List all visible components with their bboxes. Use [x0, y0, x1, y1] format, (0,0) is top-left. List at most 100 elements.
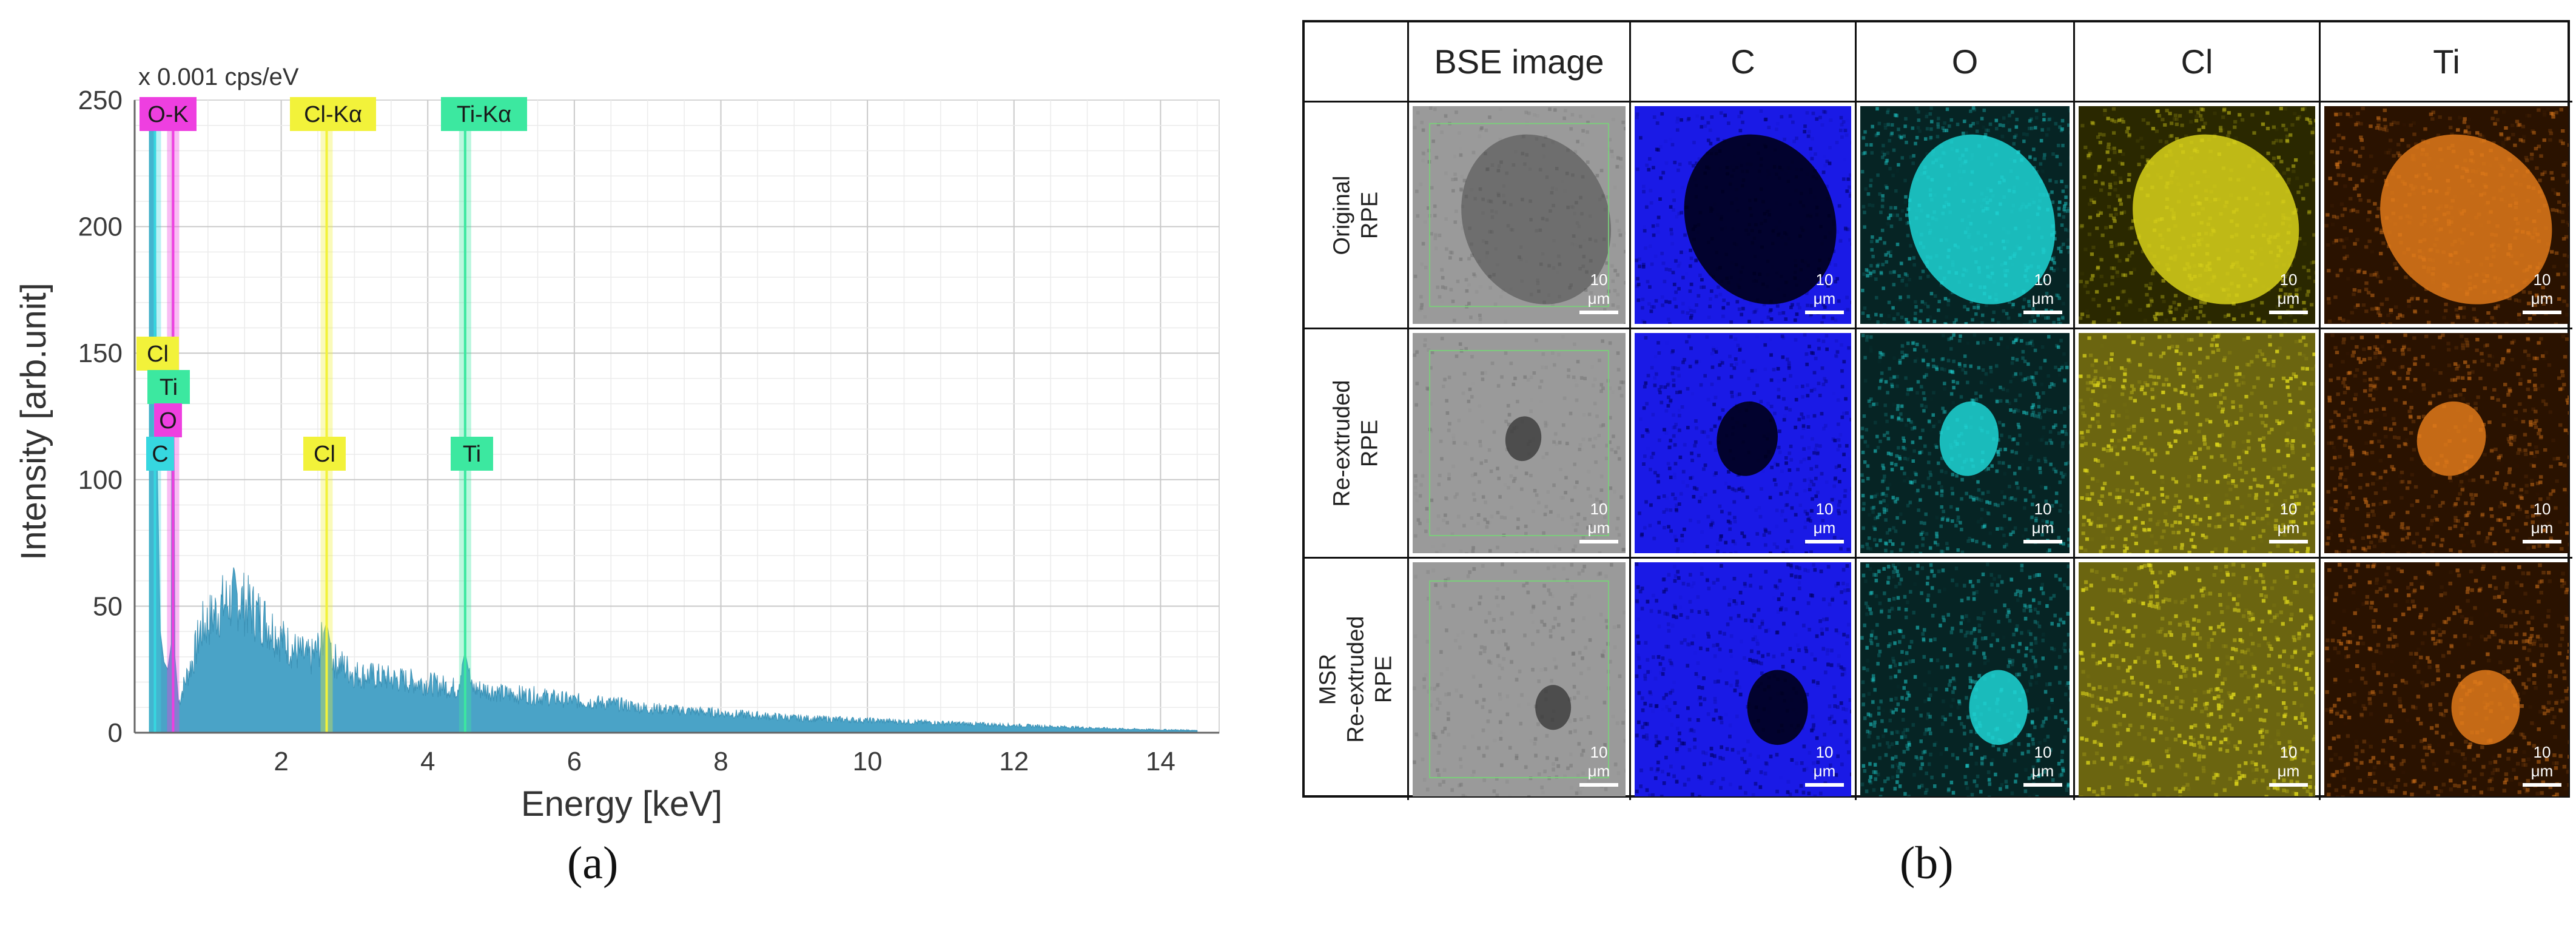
scale-bar-label: 10 μm	[1813, 500, 1836, 537]
scale-bar-line	[2523, 311, 2561, 314]
element-map-image	[1635, 562, 1851, 796]
element-tag-Ti-Kα: Ti-Kα	[441, 97, 527, 131]
scale-bar-label: 10 μm	[2531, 500, 2554, 537]
scale-bar-line	[2269, 540, 2308, 543]
scale-bar-line	[2023, 783, 2062, 787]
peak-markers	[149, 100, 471, 733]
bse-image	[1413, 333, 1626, 553]
scale-bar: 10 μm	[1579, 743, 1618, 787]
x-tick-label: 8	[713, 747, 728, 776]
x-tick-label: 12	[999, 747, 1029, 776]
column-header-cl: Cl	[2075, 22, 2321, 103]
chart-axes: 2 4 6 8 10 12 14 0 50 100 150 200 250	[78, 86, 1219, 776]
tag-background	[303, 437, 346, 471]
scale-bar-line	[2523, 540, 2561, 543]
scale-bar-line	[1579, 311, 1618, 314]
scale-bar-label: 10 μm	[2277, 743, 2300, 780]
element-map-image	[2079, 333, 2315, 553]
tag-label: Cl	[147, 341, 169, 367]
element-map-image	[2079, 106, 2315, 324]
tag-label: Ti	[160, 375, 178, 400]
scale-bar-line	[1579, 783, 1618, 787]
tag-background	[140, 97, 197, 131]
eds-spectrum-chart: 2 4 6 8 10 12 14 0 50 100 150 200 250 O-K Cl-Kα Ti-Kα C…	[14, 64, 1220, 824]
row-label-line: MSR	[1315, 653, 1341, 705]
scale-bar-label: 10 μm	[2031, 271, 2054, 308]
y-axis-title: Intensity [arb.unit]	[14, 283, 53, 560]
scale-bar-label: 10 μm	[1587, 743, 1610, 780]
corner-cell	[1305, 22, 1409, 103]
element-tag-Cl: Cl	[136, 337, 179, 371]
row-label-line: Re-extruded	[1329, 379, 1355, 507]
panel-b-caption: (b)	[1900, 838, 1954, 889]
scale-bar-label: 10 μm	[1813, 271, 1836, 308]
bse-image	[1413, 562, 1626, 796]
bse-image	[1413, 106, 1626, 324]
row-label-line: Re-extruded	[1343, 616, 1369, 743]
scale-bar: 10 μm	[1805, 271, 1844, 314]
row-label-text: MSR Re-extruded RPE	[1314, 616, 1398, 742]
tag-label: Ti	[463, 442, 481, 467]
scale-bar-label: 10 μm	[2531, 743, 2554, 780]
y-tick-label: 50	[93, 591, 123, 621]
scale-bar-label: 10 μm	[2277, 271, 2300, 308]
tag-background	[146, 437, 174, 471]
scale-bar-line	[2269, 783, 2308, 787]
scale-bar-line	[1805, 311, 1844, 314]
map-c-row-1: 10 μm	[1631, 103, 1857, 329]
element-map-grid: BSE image C O Cl Ti Original RPE 10 μm 10 μm 10 μ…	[1302, 20, 2572, 800]
map-ti-row-1: 10 μm	[2321, 103, 2572, 329]
scale-bar: 10 μm	[1579, 500, 1618, 543]
scale-bar: 10 μm	[2023, 271, 2062, 314]
row-label-1: Original RPE	[1305, 103, 1409, 329]
unit-note: x 0.001 cps/eV	[138, 64, 299, 90]
scale-bar-line	[1805, 540, 1844, 543]
scale-bar-label: 10 μm	[2031, 743, 2054, 780]
tag-label: Cl-Kα	[304, 102, 362, 127]
y-tick-label: 250	[78, 86, 123, 115]
column-header-bse-image: BSE image	[1409, 22, 1631, 103]
y-tick-label: 100	[78, 465, 123, 495]
element-tag-O: O	[154, 403, 182, 437]
map-ti-row-3: 10 μm	[2321, 559, 2572, 800]
row-label-line: Original	[1329, 175, 1355, 255]
y-tick-label: 150	[78, 338, 123, 368]
x-tick-label: 2	[274, 747, 288, 776]
element-tag-O-K: O-K	[140, 97, 197, 131]
row-label-line: RPE	[1371, 655, 1397, 704]
tag-background	[290, 97, 376, 131]
spectrum-series	[149, 99, 1198, 733]
tag-background	[154, 403, 182, 437]
map-bse-row-1: 10 μm	[1409, 103, 1631, 329]
map-c-row-3: 10 μm	[1631, 559, 1857, 800]
scale-bar: 10 μm	[2023, 500, 2062, 543]
tag-label: O-K	[147, 102, 189, 127]
element-map-image	[1860, 106, 2070, 324]
scale-bar: 10 μm	[2269, 743, 2308, 787]
x-tick-label: 4	[420, 747, 435, 776]
element-tag-Ti: Ti	[147, 370, 190, 404]
plot-background	[134, 99, 1220, 733]
y-tick-label: 200	[78, 212, 123, 242]
element-map-image	[2324, 333, 2569, 553]
scale-bar-label: 10 μm	[1587, 500, 1610, 537]
scale-bar-line	[2023, 311, 2062, 314]
column-header-c: C	[1631, 22, 1857, 103]
tag-background	[147, 370, 190, 404]
scale-bar-line	[2023, 540, 2062, 543]
scale-bar: 10 μm	[2269, 500, 2308, 543]
map-cl-row-1: 10 μm	[2075, 103, 2321, 329]
y-tick-label: 0	[108, 718, 123, 748]
tag-label: Ti-Kα	[457, 102, 511, 127]
element-map-image	[1860, 562, 2070, 796]
tag-background	[441, 97, 527, 131]
map-cl-row-3: 10 μm	[2075, 559, 2321, 800]
map-bse-row-3: 10 μm	[1409, 559, 1631, 800]
spectrum-area	[149, 99, 1198, 733]
map-bse-row-2: 10 μm	[1409, 329, 1631, 559]
row-label-2: Re-extruded RPE	[1305, 329, 1409, 559]
scale-bar: 10 μm	[2269, 271, 2308, 314]
scale-bar-label: 10 μm	[2277, 500, 2300, 537]
scale-bar-label: 10 μm	[2531, 271, 2554, 308]
scale-bar-label: 10 μm	[1813, 743, 1836, 780]
